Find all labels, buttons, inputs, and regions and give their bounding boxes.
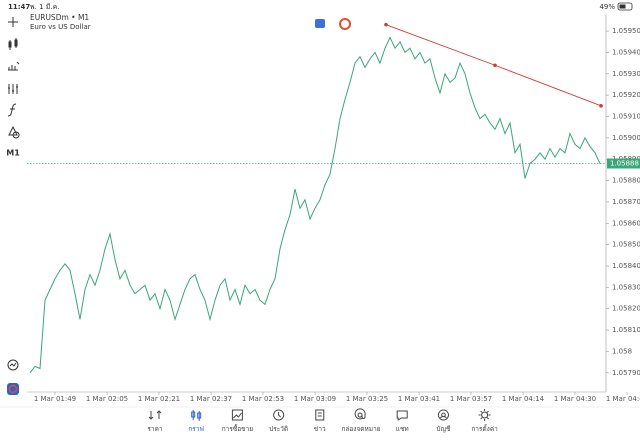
x-tick-label: 1 Mar 02:37 xyxy=(190,395,232,403)
status-time: 11:47 xyxy=(8,3,30,11)
app-icon-ring xyxy=(8,384,18,394)
y-tick-label: 1.05940 xyxy=(612,48,640,56)
x-tick-label: 1 Mar 03:25 xyxy=(346,395,388,403)
nav-icon[interactable] xyxy=(354,408,366,420)
nav-icon[interactable] xyxy=(191,410,202,421)
y-tick-label: 1.05820 xyxy=(612,305,640,313)
y-tick-label: 1.058 xyxy=(612,347,632,355)
symbol[interactable]: EURUSDm • M1 xyxy=(30,13,89,22)
crosshair-tool[interactable] xyxy=(8,17,18,27)
battery-icon xyxy=(617,2,633,11)
y-tick-label: 1.05850 xyxy=(612,241,640,249)
nav-label[interactable]: บัญชี xyxy=(436,425,451,433)
x-tick-label: 1 Mar 04:30 xyxy=(554,395,596,403)
x-tick-label: 1 Mar 02:21 xyxy=(138,395,180,403)
nav-label[interactable]: แชท xyxy=(396,425,409,433)
objects-tool[interactable] xyxy=(8,125,20,139)
y-tick-label: 1.05880 xyxy=(612,177,640,185)
y-tick-label: 1.05810 xyxy=(612,326,640,334)
symbol-description: Euro vs US Dollar xyxy=(30,23,91,31)
nav-icon[interactable] xyxy=(315,409,325,421)
status-date: พ. 1 มี.ค. xyxy=(30,3,60,11)
trendline-point[interactable] xyxy=(384,22,388,27)
nav-label[interactable]: ประวัติ xyxy=(269,425,288,433)
timeframe[interactable]: M1 xyxy=(6,149,20,158)
chart-type-tool[interactable] xyxy=(8,38,18,50)
y-tick-label: 1.05840 xyxy=(612,262,640,270)
one-click-icon[interactable] xyxy=(315,19,325,28)
x-tick-label: 1 Mar 03:41 xyxy=(398,395,440,403)
nav-icon[interactable] xyxy=(231,409,243,421)
y-tick-label: 1.05860 xyxy=(612,219,640,227)
x-tick-label: 1 Mar 04:46 xyxy=(606,395,640,403)
status-battery: 49% xyxy=(599,3,615,11)
y-tick-label: 1.05920 xyxy=(612,91,640,99)
x-tick-label: 1 Mar 02:05 xyxy=(86,395,128,403)
settings-tool[interactable] xyxy=(8,84,18,94)
nav-icon[interactable] xyxy=(396,410,408,421)
y-tick-label: 1.05900 xyxy=(612,134,640,142)
battery-level xyxy=(619,4,626,9)
function-tool[interactable] xyxy=(7,103,17,117)
nav-label[interactable]: การซื้อขาย xyxy=(222,424,253,433)
x-tick-label: 1 Mar 01:49 xyxy=(34,395,76,403)
y-tick-label: 1.05930 xyxy=(612,70,640,78)
y-tick-label: 1.05870 xyxy=(612,198,640,206)
signal-icon[interactable] xyxy=(339,18,351,30)
x-tick-label: 1 Mar 03:57 xyxy=(450,395,492,403)
trendline-point[interactable] xyxy=(493,63,497,68)
y-tick-label: 1.05950 xyxy=(612,27,640,35)
current-price-label: 1.05888 xyxy=(610,159,639,167)
x-tick-label: 1 Mar 03:09 xyxy=(294,395,336,403)
current-price-box xyxy=(607,158,640,169)
y-tick-label: 1.05910 xyxy=(612,113,640,121)
nav-label[interactable]: การตั้งค่า xyxy=(471,424,498,433)
indicator-tool[interactable] xyxy=(8,61,20,71)
left-toolbar xyxy=(7,17,20,371)
x-tick-label: 1 Mar 02:53 xyxy=(242,395,284,403)
nav-label[interactable]: กล่องจดหมาย xyxy=(341,425,380,433)
zoom-tool[interactable] xyxy=(7,359,19,371)
y-tick-label: 1.05830 xyxy=(612,283,640,291)
y-tick-label: 1.05790 xyxy=(612,369,640,377)
nav-icon[interactable] xyxy=(148,410,162,420)
trendline-point[interactable] xyxy=(599,104,603,108)
nav-icon[interactable] xyxy=(273,409,285,421)
price-line xyxy=(29,36,601,374)
nav-icon[interactable] xyxy=(478,409,491,421)
x-tick-label: 1 Mar 04:14 xyxy=(502,395,545,403)
nav-label[interactable]: ราคา xyxy=(147,425,162,433)
nav-label[interactable]: ข่าว xyxy=(314,425,326,433)
nav-label[interactable]: กราฟ xyxy=(188,425,204,433)
zoom-tool-line xyxy=(9,362,17,367)
nav-icon[interactable] xyxy=(437,409,449,421)
